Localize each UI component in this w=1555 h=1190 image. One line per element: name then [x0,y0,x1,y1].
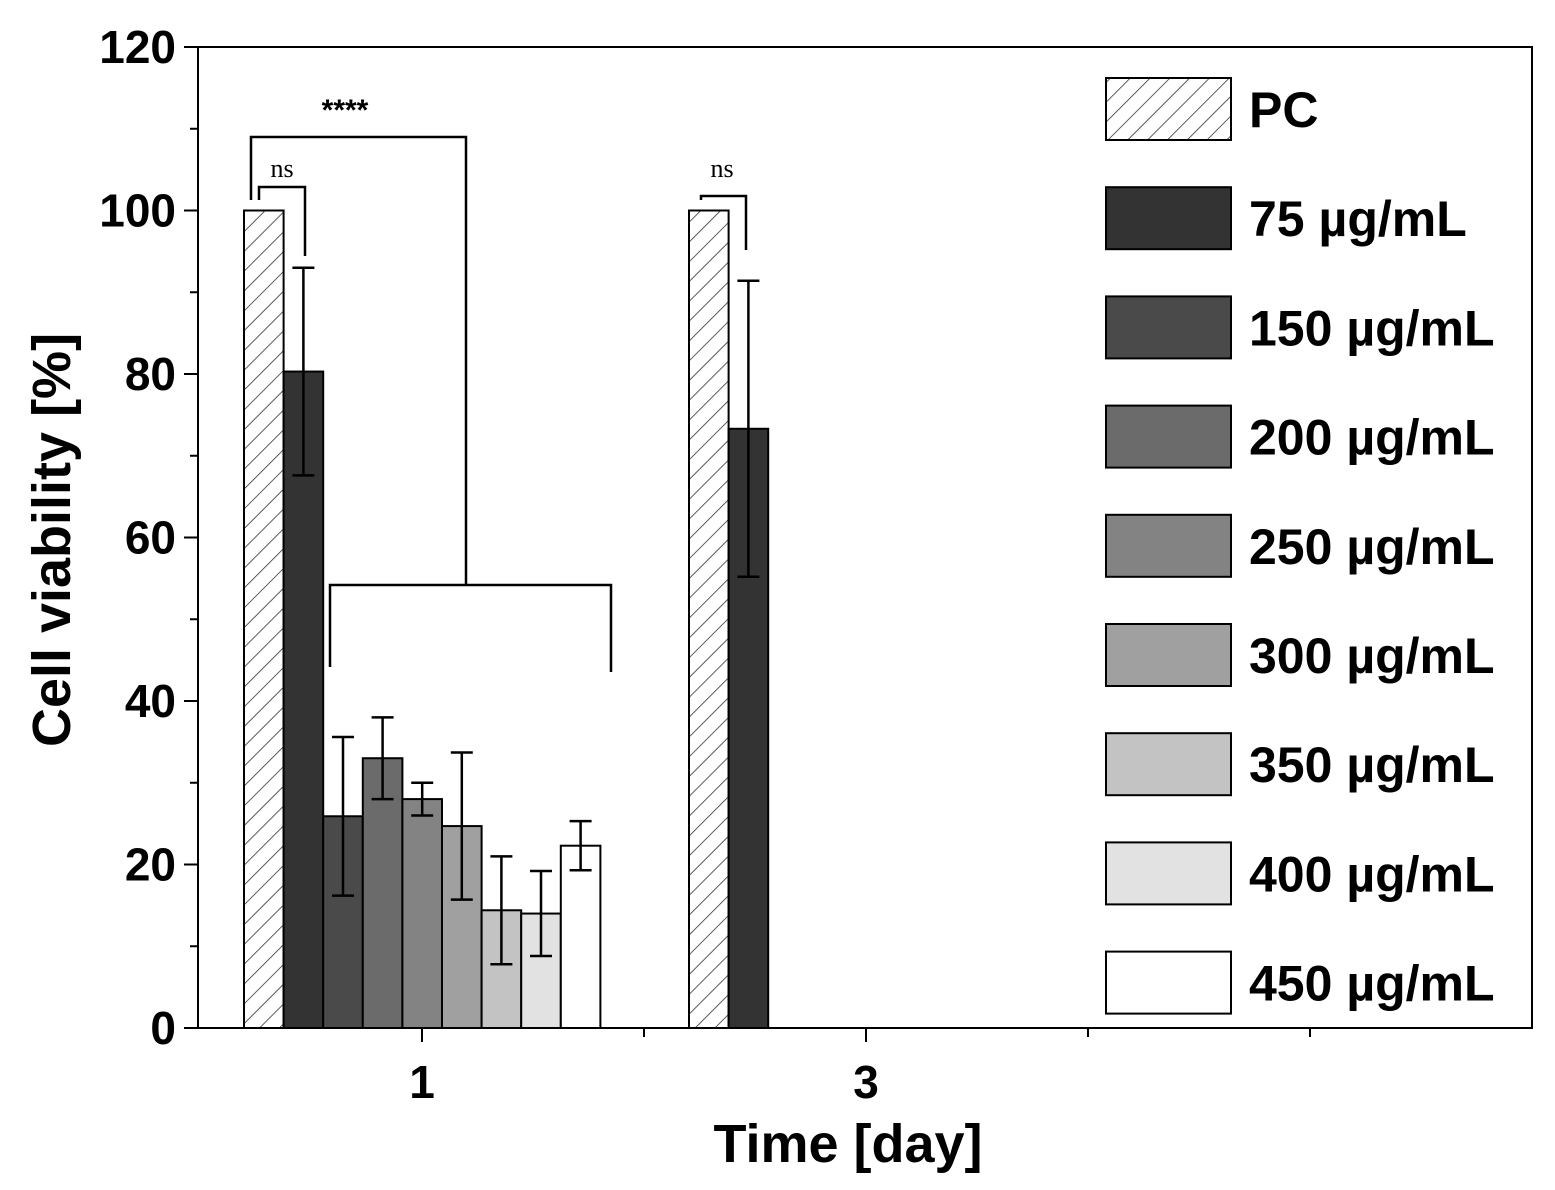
legend-label: 450 µg/mL [1249,956,1495,1012]
bar-pc-day-3 [688,209,730,1029]
legend-label: 75 µg/mL [1249,191,1467,247]
bar-200-g-ml-day-1 [361,757,404,1029]
legend-label: 250 µg/mL [1249,519,1495,575]
y-tick-label: 100 [99,185,176,237]
legend-swatch-400-g-ml [1105,841,1232,906]
bar-250-g-ml-day-1 [401,798,443,1029]
sig-stars-day1: **** [322,94,369,127]
bar-450-g-ml-day-1 [559,844,602,1030]
legend-label: 350 µg/mL [1249,737,1495,793]
bracket-day1-pc-vs-75 [257,185,307,256]
x-tick-label: 1 [409,1056,435,1108]
legend-label: 400 µg/mL [1249,846,1495,902]
legend-swatch-150-g-ml [1105,295,1232,360]
legend-swatch-350-g-ml [1105,732,1232,797]
y-tick-label: 80 [125,348,176,400]
legend-label: 150 µg/mL [1249,300,1495,356]
legend-label: 200 µg/mL [1249,410,1495,466]
bar-400-g-ml-day-1 [520,912,562,1029]
x-tick-label: 3 [853,1056,879,1108]
legend-swatch-250-g-ml [1105,513,1232,578]
legend-swatch-pc [1105,77,1232,141]
legend-swatch-75-g-ml [1105,186,1232,251]
y-axis-title: Cell viability [%] [22,333,82,747]
y-tick-label: 40 [125,675,176,727]
bracket-day3-pc-vs-75 [699,194,748,250]
y-tick-label: 0 [150,1002,176,1054]
x-axis-title: Time [day] [713,1114,982,1174]
legend-swatch-450-g-ml [1105,950,1232,1015]
bar-pc-day-1 [243,209,285,1029]
legend-label: PC [1249,82,1318,138]
bracket-day1-group [328,583,613,672]
legend-swatch-300-g-ml [1105,623,1232,687]
y-tick-label: 120 [99,21,176,73]
y-tick-label: 20 [125,839,176,891]
sig-label-day3-ns: ns [710,154,733,183]
legend-swatch-200-g-ml [1105,404,1232,469]
bracket-day1-pc-vs-all [249,135,468,585]
legend-label: 300 µg/mL [1249,628,1495,684]
y-tick-label: 60 [125,512,176,564]
sig-label-day1-ns: ns [270,154,293,183]
